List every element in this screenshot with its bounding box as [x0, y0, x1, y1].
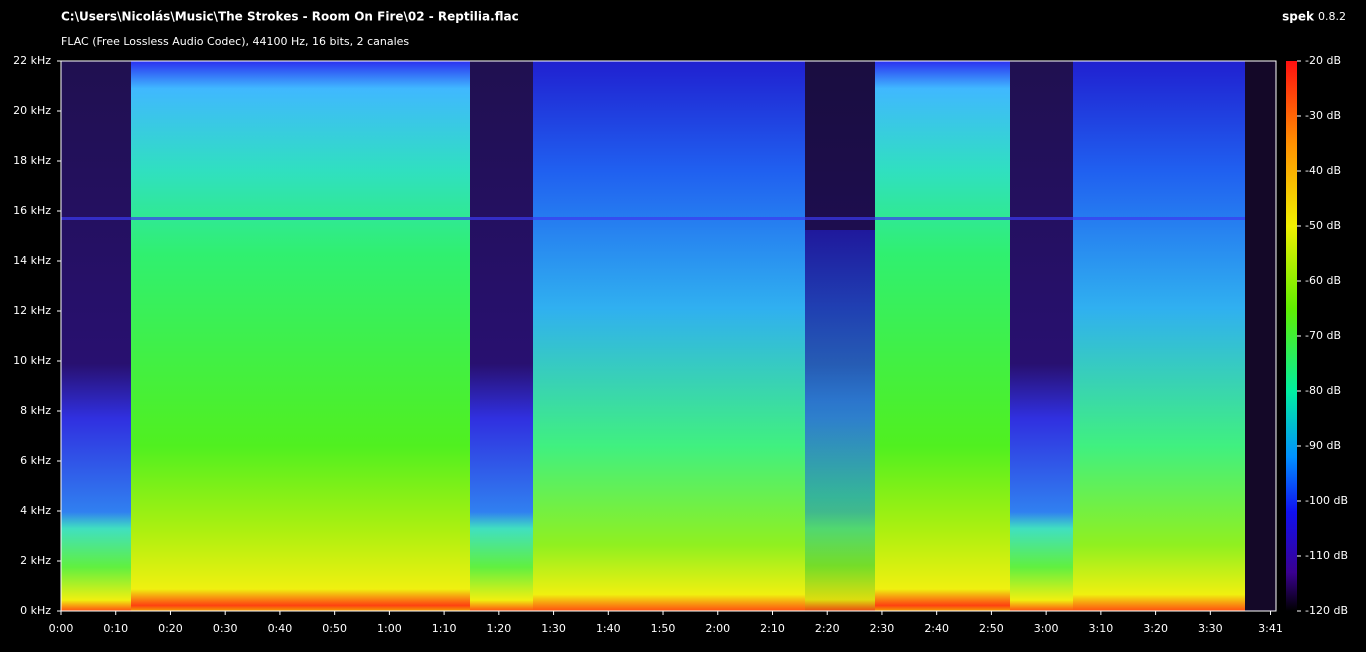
app-name: spek — [1282, 10, 1315, 24]
x-tick-label: 2:10 — [760, 622, 785, 635]
x-tick-label: 1:10 — [432, 622, 457, 635]
x-tick-label: 0:00 — [49, 622, 74, 635]
y-tick-label: 14 kHz — [13, 254, 51, 267]
color-tick-label: -100 dB — [1305, 494, 1348, 507]
color-tick-label: -60 dB — [1305, 274, 1341, 287]
color-scale — [1286, 61, 1297, 611]
color-tick-label: -70 dB — [1305, 329, 1341, 342]
y-tick-label: 20 kHz — [13, 104, 51, 117]
x-tick-label: 2:40 — [924, 622, 949, 635]
x-tick-label: 0:50 — [322, 622, 347, 635]
y-tick-label: 2 kHz — [20, 554, 51, 567]
x-tick-label: 2:30 — [870, 622, 895, 635]
x-tick-label: 3:10 — [1089, 622, 1114, 635]
x-tick-label: 3:30 — [1198, 622, 1223, 635]
y-tick-label: 18 kHz — [13, 154, 51, 167]
y-tick-label: 4 kHz — [20, 504, 51, 517]
y-tick-label: 8 kHz — [20, 404, 51, 417]
x-tick-label: 0:10 — [103, 622, 128, 635]
y-tick-label: 0 kHz — [20, 604, 51, 617]
x-tick-label: 3:20 — [1143, 622, 1168, 635]
x-tick-label: 2:50 — [979, 622, 1004, 635]
x-tick-label: 3:41 — [1258, 622, 1283, 635]
plot-frame — [60, 60, 1277, 612]
color-tick-label: -30 dB — [1305, 109, 1341, 122]
y-tick-label: 12 kHz — [13, 304, 51, 317]
x-tick-label: 1:00 — [377, 622, 402, 635]
color-tick-label: -40 dB — [1305, 164, 1341, 177]
spectrogram-image — [61, 61, 1276, 611]
color-tick-label: -20 dB — [1305, 54, 1341, 67]
y-tick-label: 16 kHz — [13, 204, 51, 217]
x-tick-label: 1:20 — [486, 622, 511, 635]
file-path: C:\Users\Nicolás\Music\The Strokes - Roo… — [61, 10, 519, 24]
x-tick-label: 1:30 — [541, 622, 566, 635]
app-version: 0.8.2 — [1318, 10, 1346, 23]
color-tick-label: -110 dB — [1305, 549, 1348, 562]
x-tick-label: 0:40 — [268, 622, 293, 635]
x-tick-label: 1:40 — [596, 622, 621, 635]
x-tick-label: 0:20 — [158, 622, 183, 635]
x-tick-label: 2:00 — [705, 622, 730, 635]
x-tick-label: 2:20 — [815, 622, 840, 635]
color-tick-label: -120 dB — [1305, 604, 1348, 617]
y-tick-label: 10 kHz — [13, 354, 51, 367]
y-tick-label: 6 kHz — [20, 454, 51, 467]
x-tick-label: 1:50 — [651, 622, 676, 635]
color-tick-label: -90 dB — [1305, 439, 1341, 452]
file-info: FLAC (Free Lossless Audio Codec), 44100 … — [61, 35, 409, 48]
x-tick-label: 0:30 — [213, 622, 238, 635]
color-tick-label: -50 dB — [1305, 219, 1341, 232]
x-tick-label: 3:00 — [1034, 622, 1059, 635]
y-tick-label: 22 kHz — [13, 54, 51, 67]
color-tick-label: -80 dB — [1305, 384, 1341, 397]
